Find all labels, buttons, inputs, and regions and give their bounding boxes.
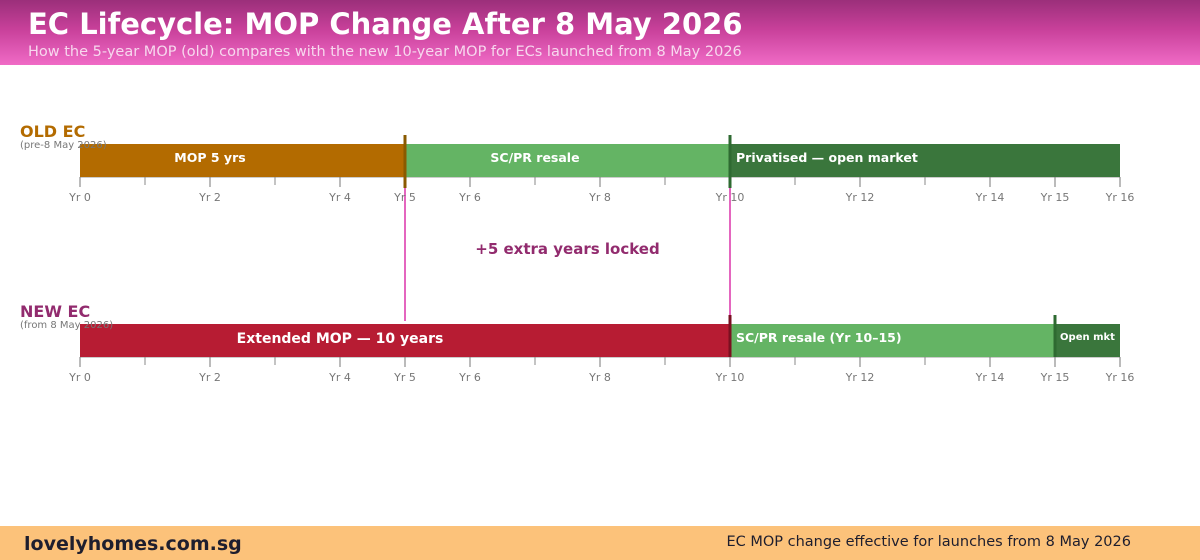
page-subtitle: How the 5-year MOP (old) compares with t… [28,44,742,60]
axis-tick-label-old: Yr 5 [393,191,416,204]
axis-tick-label-old: Yr 0 [68,191,91,204]
axis-tick-label-new: Yr 8 [588,371,611,384]
header-banner: EC Lifecycle: MOP Change After 8 May 202… [0,0,1200,65]
footer-note: EC MOP change effective for launches fro… [726,534,1131,550]
axis-tick-label-new: Yr 16 [1105,371,1135,384]
axis-tick-label-old: Yr 8 [588,191,611,204]
axis-tick-label-new: Yr 4 [328,371,351,384]
axis-tick-label-old: Yr 12 [845,191,875,204]
segment-bar-new-2 [1055,324,1120,357]
segment-bar-old-1 [405,144,730,177]
axis-tick-label-new: Yr 0 [68,371,91,384]
track-sublabel-new: (from 8 May 2026) [20,320,113,331]
axis-tick-label-old: Yr 15 [1040,191,1070,204]
segment-label-new-1: SC/PR resale (Yr 10–15) [736,330,902,345]
segment-bar-old-2 [730,144,1120,177]
axis-tick-label-new: Yr 12 [845,371,875,384]
segment-label-new-0: Extended MOP — 10 years [237,331,444,347]
track-sublabel-old: (pre-8 May 2026) [20,140,107,151]
track-label-new: NEW EC [20,302,90,321]
axis-tick-label-old: Yr 2 [198,191,221,204]
axis-tick-label-new: Yr 10 [715,371,745,384]
axis-tick-label-new: Yr 14 [975,371,1005,384]
track-label-old: OLD EC [20,122,85,141]
axis-tick-label-old: Yr 4 [328,191,351,204]
axis-tick-label-old: Yr 10 [715,191,745,204]
axis-tick-label-old: Yr 16 [1105,191,1135,204]
axis-tick-label-new: Yr 15 [1040,371,1070,384]
footer-brand: lovelyhomes.com.sg [24,533,242,555]
segment-label-old-1: SC/PR resale [490,150,579,165]
axis-tick-label-old: Yr 6 [458,191,481,204]
segment-label-old-2: Privatised — open market [736,150,918,165]
axis-tick-label-new: Yr 2 [198,371,221,384]
segment-label-old-0: MOP 5 yrs [174,150,245,165]
segment-bar-old-0 [80,144,405,177]
segment-bar-new-1 [730,324,1055,357]
annotation-label: +5 extra years locked [475,240,659,258]
page-title: EC Lifecycle: MOP Change After 8 May 202… [28,7,743,41]
segment-bar-new-0 [80,324,730,357]
axis-tick-label-old: Yr 14 [975,191,1005,204]
axis-tick-label-new: Yr 6 [458,371,481,384]
segment-label-new-2: Open mkt [1060,332,1115,343]
lifecycle-diagram: Yr 0 Yr 2 Yr 4 Yr 5 Yr 6 Yr 8 Yr 10 Yr 12 Yr 14 Y… [20,122,1135,384]
footer-bar: lovelyhomes.com.sg EC MOP change effecti… [0,526,1200,560]
axis-tick-label-new: Yr 5 [393,371,416,384]
